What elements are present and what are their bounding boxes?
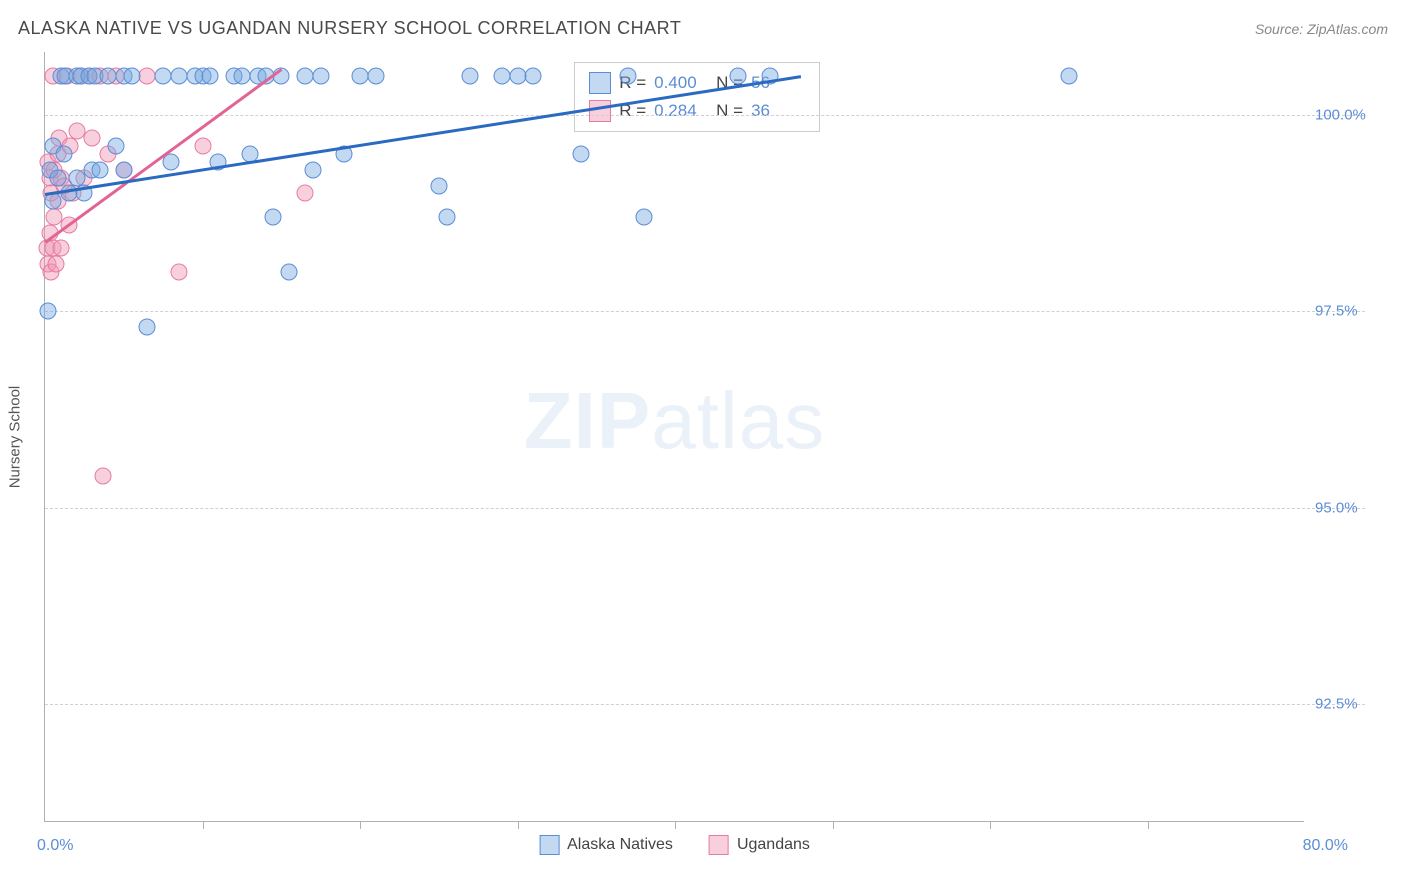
scatter-point — [281, 264, 298, 281]
scatter-point — [155, 67, 172, 84]
x-tick — [203, 821, 204, 829]
trend-line — [45, 76, 801, 196]
scatter-point — [730, 67, 747, 84]
scatter-point — [233, 67, 250, 84]
swatch-b-icon — [589, 100, 611, 122]
scatter-point — [296, 185, 313, 202]
scatter-point — [493, 67, 510, 84]
scatter-point — [265, 209, 282, 226]
legend-swatch-a-icon — [539, 835, 559, 855]
scatter-point — [572, 146, 589, 163]
scatter-point — [44, 193, 61, 210]
scatter-point — [296, 67, 313, 84]
y-tick-label: 92.5% — [1315, 696, 1358, 713]
scatter-point — [68, 169, 85, 186]
y-tick-label: 97.5% — [1315, 303, 1358, 320]
x-axis-min-label: 0.0% — [37, 837, 73, 855]
scatter-point — [170, 264, 187, 281]
scatter-point — [438, 209, 455, 226]
scatter-point — [55, 146, 72, 163]
y-axis-title: Nursery School — [7, 385, 24, 488]
scatter-point — [123, 67, 140, 84]
scatter-point — [202, 67, 219, 84]
scatter-point — [430, 177, 447, 194]
scatter-point — [509, 67, 526, 84]
x-tick — [1148, 821, 1149, 829]
x-tick — [518, 821, 519, 829]
x-tick — [833, 821, 834, 829]
scatter-point — [100, 67, 117, 84]
scatter-point — [367, 67, 384, 84]
scatter-point — [52, 240, 69, 257]
scatter-point — [635, 209, 652, 226]
legend-item-b: Ugandans — [709, 835, 810, 855]
scatter-point — [84, 130, 101, 147]
gridline — [45, 508, 1365, 509]
legend-row-b: R = 0.284 N = 36 — [589, 97, 805, 125]
scatter-point — [194, 138, 211, 155]
gridline — [45, 311, 1365, 312]
gridline — [45, 704, 1365, 705]
scatter-point — [48, 256, 65, 273]
scatter-point — [352, 67, 369, 84]
source-attribution: Source: ZipAtlas.com — [1255, 21, 1388, 37]
scatter-point — [68, 122, 85, 139]
series-legend: Alaska Natives Ugandans — [539, 835, 810, 855]
x-tick — [675, 821, 676, 829]
plot-area: Nursery School ZIPatlas 0.0% 80.0% R = 0… — [44, 52, 1304, 822]
scatter-point — [525, 67, 542, 84]
chart-title: ALASKA NATIVE VS UGANDAN NURSERY SCHOOL … — [18, 18, 681, 39]
legend-item-a: Alaska Natives — [539, 835, 673, 855]
scatter-point — [40, 303, 57, 320]
scatter-point — [95, 468, 112, 485]
scatter-point — [49, 169, 66, 186]
scatter-point — [139, 67, 156, 84]
x-tick — [360, 821, 361, 829]
scatter-point — [619, 67, 636, 84]
scatter-point — [170, 67, 187, 84]
scatter-point — [304, 161, 321, 178]
scatter-point — [92, 161, 109, 178]
scatter-point — [462, 67, 479, 84]
gridline — [45, 115, 1365, 116]
x-tick — [990, 821, 991, 829]
watermark: ZIPatlas — [524, 375, 825, 467]
scatter-point — [115, 161, 132, 178]
swatch-a-icon — [589, 72, 611, 94]
x-axis-max-label: 80.0% — [1303, 837, 1348, 855]
y-tick-label: 100.0% — [1315, 106, 1366, 123]
scatter-point — [139, 319, 156, 336]
y-tick-label: 95.0% — [1315, 499, 1358, 516]
scatter-point — [107, 138, 124, 155]
legend-swatch-b-icon — [709, 835, 729, 855]
scatter-point — [163, 154, 180, 171]
correlation-legend: R = 0.400 N = 56 R = 0.284 N = 36 — [574, 62, 820, 132]
scatter-point — [1060, 67, 1077, 84]
scatter-point — [312, 67, 329, 84]
